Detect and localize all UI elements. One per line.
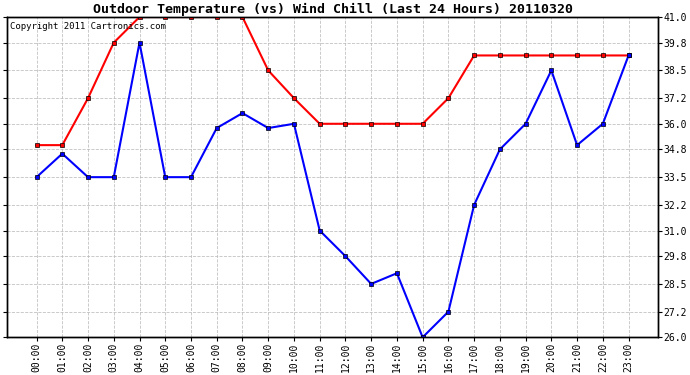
Title: Outdoor Temperature (vs) Wind Chill (Last 24 Hours) 20110320: Outdoor Temperature (vs) Wind Chill (Las… <box>92 3 573 16</box>
Text: Copyright 2011 Cartronics.com: Copyright 2011 Cartronics.com <box>10 22 166 31</box>
